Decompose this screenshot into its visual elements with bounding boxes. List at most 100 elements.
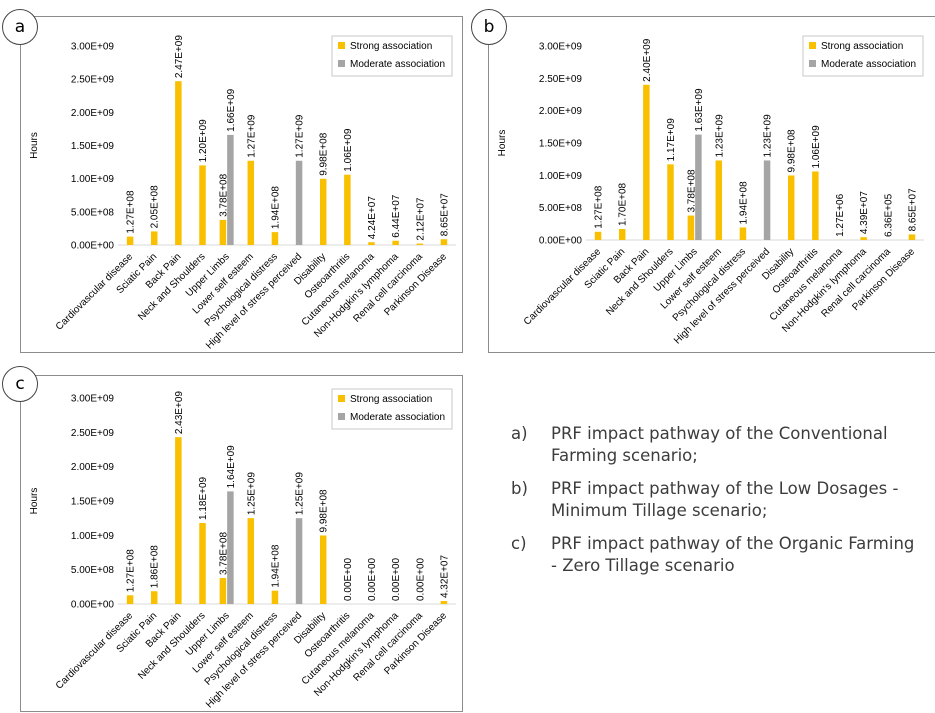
chart-a-legend: Strong association Moderate association	[331, 35, 453, 77]
chart-c-legend-label: Moderate association	[350, 412, 445, 423]
caption-label-b: b)	[511, 479, 528, 498]
chart-b-bar	[739, 227, 747, 240]
figure-caption-list: a) PRF impact pathway of the Conventiona…	[511, 423, 921, 588]
chart-b-data-label: 1.06E+09	[811, 125, 822, 169]
chart-c-ytick-label: 5.00E+08	[71, 565, 115, 576]
chart-a-data-label: 8.65E+07	[439, 193, 450, 237]
chart-c-bar	[175, 437, 182, 604]
chart-c-bar	[199, 522, 206, 604]
chart-a-data-label: 1.27E+09	[295, 114, 306, 158]
chart-c-data-label: 1.25E+09	[295, 472, 306, 516]
chart-a-legend-label: Moderate association	[350, 59, 445, 70]
chart-a-data-label: 1.27E+08	[126, 190, 137, 234]
chart-c-ylabel: Hours	[29, 488, 40, 515]
chart-a-data-label: 1.66E+09	[226, 88, 237, 132]
chart-b-data-label: 1.94E+08	[738, 181, 749, 225]
chart-c-bar	[440, 601, 448, 604]
chart-a-data-label: 4.24E+07	[367, 196, 378, 240]
chart-a-bar	[416, 243, 424, 245]
chart-a-data-label: 1.27E+09	[246, 114, 257, 158]
chart-c-bar	[150, 591, 158, 604]
chart-b-bar	[643, 84, 650, 240]
chart-c-ytick-label: 1.00E+09	[71, 531, 115, 542]
chart-a-ylabel: Hours	[29, 132, 40, 159]
chart-c-data-label: 1.86E+08	[150, 545, 161, 589]
chart-b-bar	[687, 215, 695, 240]
chart-a-data-label: 1.20E+09	[198, 119, 209, 163]
chart-c-data-label: 1.64E+09	[226, 445, 237, 489]
caption-item-b: b) PRF impact pathway of the Low Dosages…	[511, 478, 921, 522]
chart-b-bar	[860, 237, 867, 240]
chart-c-bar	[295, 518, 303, 604]
chart-c-bar	[227, 491, 234, 604]
chart-c-legend: Strong association Moderate association	[331, 388, 453, 430]
chart-a-legend-swatch	[338, 42, 345, 49]
chart-b-bar	[618, 229, 626, 240]
chart-a-ytick-label: 3.00E+09	[71, 42, 115, 53]
chart-b-legend-swatch	[809, 60, 816, 67]
chart-a-legend-swatch	[338, 60, 345, 67]
chart-a-bar	[271, 232, 279, 245]
chart-b-bar	[715, 160, 723, 240]
chart-c-data-label: 1.18E+09	[198, 476, 209, 520]
chart-c-svg: 0.00E+00 5.00E+08 1.00E+09 1.50E+09 2.00E+09…	[29, 388, 456, 710]
chart-c-data-label: 0.00E+00	[391, 557, 402, 601]
chart-b-data-label: 1.70E+08	[618, 182, 629, 226]
chart-b-data-label: 4.39E+07	[859, 191, 870, 235]
caption-item-a: a) PRF impact pathway of the Conventiona…	[511, 423, 921, 467]
chart-a-bar	[344, 174, 351, 245]
chart-a-bar	[199, 165, 206, 245]
chart-c-ytick-label: 2.50E+09	[71, 428, 115, 439]
chart-a-data-label: 1.06E+09	[343, 128, 354, 172]
chart-b-ytick-label: 3.00E+09	[539, 42, 583, 53]
chart-a-legend-label: Strong association	[350, 41, 432, 52]
chart-b-data-label: 6.36E+05	[883, 193, 894, 237]
chart-b-data-label: 1.17E+09	[666, 118, 677, 162]
chart-b-ylabel: Hours	[497, 130, 508, 157]
chart-b-legend-swatch	[809, 42, 816, 49]
chart-a-bar	[150, 231, 158, 245]
chart-a-data-label: 6.44E+07	[391, 194, 402, 238]
chart-b-ytick-label: 5.00E+08	[539, 203, 583, 214]
chart-c-data-label: 1.27E+08	[126, 549, 137, 593]
chart-b-data-label: 1.63E+09	[694, 88, 705, 132]
chart-a-data-label: 2.05E+08	[150, 185, 161, 229]
chart-b-ytick-label: 1.50E+09	[539, 139, 583, 150]
chart-b-data-label: 1.23E+09	[714, 114, 725, 158]
chart-b-bar	[594, 231, 602, 240]
chart-b-bar	[695, 134, 702, 240]
chart-c-ytick-label: 0.00E+00	[71, 600, 115, 611]
caption-label-a: a)	[511, 424, 528, 443]
chart-a-bar	[227, 134, 234, 245]
chart-a-svg: 0.00E+00 5.00E+08 1.00E+09 1.50E+09 2.00E+09…	[29, 35, 456, 351]
chart-a-ytick-label: 1.00E+09	[71, 174, 115, 185]
chart-b-data-label: 1.27E+06	[835, 193, 846, 237]
chart-c-legend-swatch	[338, 413, 345, 420]
chart-c-legend-swatch	[338, 395, 345, 402]
chart-panel-b: 0.00E+00 5.00E+08 1.00E+09 1.50E+09 2.00E+09…	[488, 16, 935, 353]
panel-badge-b: b	[471, 9, 507, 45]
panel-badge-a: a	[2, 9, 38, 45]
chart-a-ytick-label: 5.00E+08	[71, 207, 115, 218]
chart-c-data-label: 0.00E+00	[343, 557, 354, 601]
chart-b-bar	[763, 160, 771, 240]
chart-a-data-label: 1.94E+08	[270, 186, 281, 230]
chart-a-bar	[219, 219, 227, 245]
chart-c-data-label: 0.00E+00	[415, 557, 426, 601]
chart-a-ytick-label: 1.50E+09	[71, 141, 115, 152]
caption-label-c: c)	[511, 534, 527, 553]
chart-a-ytick-label: 2.50E+09	[71, 75, 115, 86]
chart-c-data-label: 1.25E+09	[246, 472, 257, 516]
chart-a-ytick-label: 2.00E+09	[71, 108, 115, 119]
chart-c-data-label: 0.00E+00	[367, 557, 378, 601]
caption-text-a: PRF impact pathway of the Conventional F…	[551, 424, 888, 465]
chart-b-svg: 0.00E+00 5.00E+08 1.00E+09 1.50E+09 2.00E+09…	[497, 35, 924, 346]
chart-b-data-label: 1.27E+08	[594, 185, 605, 229]
chart-b-data-label: 8.65E+07	[907, 188, 918, 232]
chart-b-bar	[667, 164, 674, 240]
caption-item-c: c) PRF impact pathway of the Organic Far…	[511, 533, 921, 577]
chart-b-legend-box	[802, 35, 924, 77]
chart-b-legend: Strong association Moderate association	[802, 35, 924, 77]
chart-c-bar	[126, 595, 134, 604]
chart-a-bar	[392, 240, 399, 245]
